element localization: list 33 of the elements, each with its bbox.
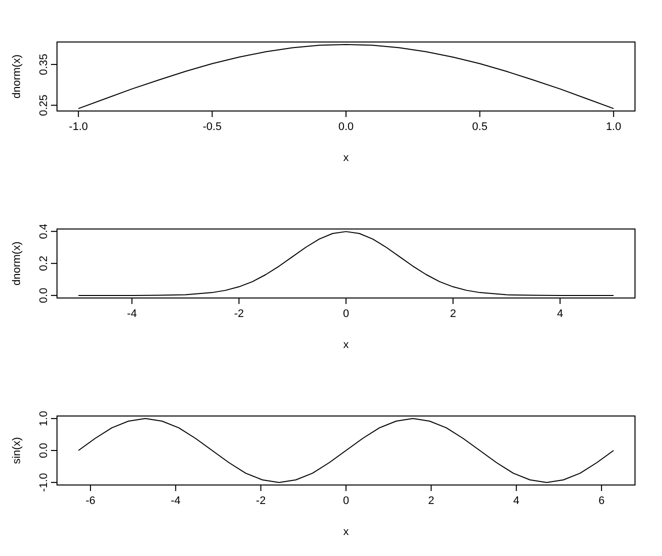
- y-axis-title: dnorm(x): [11, 54, 23, 99]
- y-tick-label: 0.4: [38, 224, 50, 240]
- y-tick-label: 0.0: [38, 442, 50, 458]
- y-tick-label: -1.0: [38, 472, 50, 492]
- x-axis-title: x: [343, 152, 350, 164]
- x-tick-label: 1.0: [606, 121, 622, 133]
- y-axis-title: dnorm(x): [11, 241, 23, 286]
- x-tick-label: 0: [342, 495, 350, 507]
- x-tick-label: -0.5: [202, 121, 222, 133]
- y-axis-title: sin(x): [11, 437, 23, 464]
- line-series: [78, 418, 614, 483]
- x-tick-label: 4: [513, 495, 520, 507]
- x-tick-label: -2: [256, 495, 266, 507]
- x-axis-title: x: [343, 339, 350, 351]
- x-tick-label: -6: [86, 495, 96, 507]
- x-axis-title: x: [343, 526, 350, 538]
- x-tick-label: 0.5: [472, 121, 488, 133]
- y-tick-label: 0.2: [38, 256, 50, 272]
- x-tick-label: 2: [450, 308, 456, 320]
- line-series: [78, 231, 614, 296]
- y-tick-label: 0.0: [38, 288, 50, 304]
- x-tick-label: -1.0: [68, 121, 88, 133]
- x-tick-label: -4: [127, 308, 137, 320]
- y-tick-label: 1.0: [38, 410, 50, 426]
- x-tick-label: -2: [234, 308, 244, 320]
- x-tick-label: -4: [170, 495, 181, 507]
- x-tick-label: 4: [557, 308, 564, 320]
- x-tick-label: 0.0: [338, 121, 354, 133]
- x-tick-label: 6: [598, 495, 605, 507]
- x-tick-label: 2: [428, 495, 434, 507]
- y-tick-label: 0.25: [38, 94, 50, 116]
- y-tick-label: 0.35: [38, 54, 50, 76]
- x-tick-label: 0: [342, 308, 350, 320]
